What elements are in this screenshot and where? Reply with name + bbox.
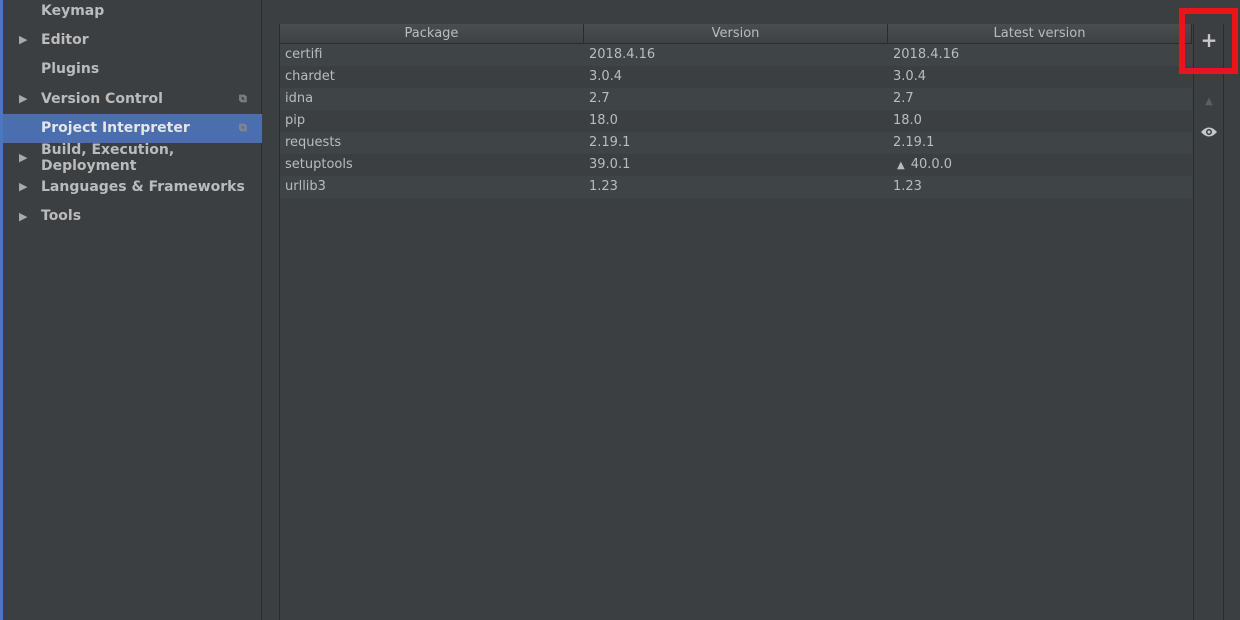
package-latest-version: ▲ 40.0.0: [888, 154, 1192, 176]
sidebar-item-editor[interactable]: ▶ Editor: [3, 25, 262, 54]
expand-arrow-icon[interactable]: ▶: [19, 151, 28, 164]
expand-arrow-icon[interactable]: ▶: [19, 209, 28, 223]
package-latest-version: 3.0.4: [888, 66, 1192, 88]
latest-version-text: 40.0.0: [910, 157, 953, 172]
package-version: 18.0: [589, 113, 618, 128]
package-version: 1.23: [589, 179, 618, 194]
sidebar-item-keymap[interactable]: Keymap: [3, 0, 262, 25]
package-name: requests: [285, 135, 342, 150]
package-latest-version: 2018.4.16: [888, 44, 1192, 66]
package-version: 2.19.1: [589, 135, 631, 150]
packages-table: Package Version Latest version certifi 20…: [279, 24, 1192, 620]
package-version: 39.0.1: [589, 157, 631, 172]
sidebar-item-project-interpreter[interactable]: Project Interpreter ⧉: [3, 113, 262, 143]
sidebar-item-languages-frameworks[interactable]: ▶ Languages & Frameworks: [3, 172, 262, 201]
sidebar-item-label: Plugins: [41, 61, 100, 78]
settings-sidebar: Keymap ▶ Editor Plugins ▶ Version Control ⧉ Pro…: [0, 0, 262, 620]
latest-version-text: 2.7: [893, 91, 914, 106]
package-version: 3.0.4: [589, 69, 623, 84]
add-package-button[interactable]: +: [1200, 28, 1218, 52]
table-header: Package Version Latest version: [280, 24, 1192, 44]
package-latest-version: 1.23: [888, 176, 1192, 198]
column-header-package[interactable]: Package: [280, 24, 584, 43]
table-row[interactable]: requests 2.19.1 2.19.1: [280, 132, 1192, 154]
package-name: setuptools: [285, 157, 353, 172]
sidebar-item-tools[interactable]: ▶ Tools: [3, 202, 262, 231]
package-name: pip: [285, 113, 306, 128]
sidebar-item-plugins[interactable]: Plugins: [3, 55, 262, 84]
table-row[interactable]: pip 18.0 18.0: [280, 110, 1192, 132]
package-name: idna: [285, 91, 314, 106]
latest-version-text: 1.23: [893, 179, 922, 194]
table-row[interactable]: urllib3 1.23 1.23: [280, 176, 1192, 198]
package-version: 2.7: [589, 91, 610, 106]
package-name: urllib3: [285, 179, 326, 194]
table-row[interactable]: certifi 2018.4.16 2018.4.16: [280, 44, 1192, 66]
sidebar-item-label: Version Control: [41, 90, 163, 107]
expand-arrow-icon[interactable]: ▶: [19, 180, 28, 194]
highlight-box: [1179, 8, 1238, 74]
package-version: 2018.4.16: [589, 47, 656, 62]
show-early-releases-eye-icon[interactable]: [1194, 124, 1224, 142]
package-latest-version: 18.0: [888, 110, 1192, 132]
upgrade-available-icon: ▲: [897, 160, 905, 171]
package-name: chardet: [285, 69, 335, 84]
sidebar-item-label: Project Interpreter: [41, 120, 190, 137]
project-scope-icon: ⧉: [239, 91, 247, 105]
package-latest-version: 2.19.1: [888, 132, 1192, 154]
expand-arrow-icon[interactable]: ▶: [19, 33, 28, 47]
sidebar-item-label: Tools: [41, 208, 82, 225]
latest-version-text: 3.0.4: [893, 69, 927, 84]
table-row[interactable]: chardet 3.0.4 3.0.4: [280, 66, 1192, 88]
upgrade-package-button[interactable]: ▲: [1205, 96, 1213, 107]
expand-arrow-icon[interactable]: ▶: [19, 92, 28, 106]
sidebar-item-label: Languages & Frameworks: [41, 178, 245, 195]
latest-version-text: 18.0: [893, 113, 922, 128]
package-name: certifi: [285, 47, 323, 62]
sidebar-item-build-execution-deployment[interactable]: ▶ Build, Execution, Deployment: [3, 141, 262, 174]
sidebar-item-version-control[interactable]: ▶ Version Control ⧉: [3, 84, 262, 113]
table-row[interactable]: idna 2.7 2.7: [280, 88, 1192, 110]
package-latest-version: 2.7: [888, 88, 1192, 110]
package-toolbar: + ▲: [1193, 24, 1224, 620]
sidebar-item-label: Keymap: [41, 2, 105, 19]
sidebar-item-label: Build, Execution, Deployment: [41, 141, 175, 174]
sidebar-item-label: Editor: [41, 31, 89, 48]
latest-version-text: 2.19.1: [893, 135, 935, 150]
column-header-latest-version[interactable]: Latest version: [888, 24, 1192, 43]
table-row[interactable]: setuptools 39.0.1 ▲ 40.0.0: [280, 154, 1192, 176]
column-header-version[interactable]: Version: [584, 24, 888, 43]
project-scope-icon: ⧉: [239, 121, 247, 135]
latest-version-text: 2018.4.16: [893, 47, 960, 62]
